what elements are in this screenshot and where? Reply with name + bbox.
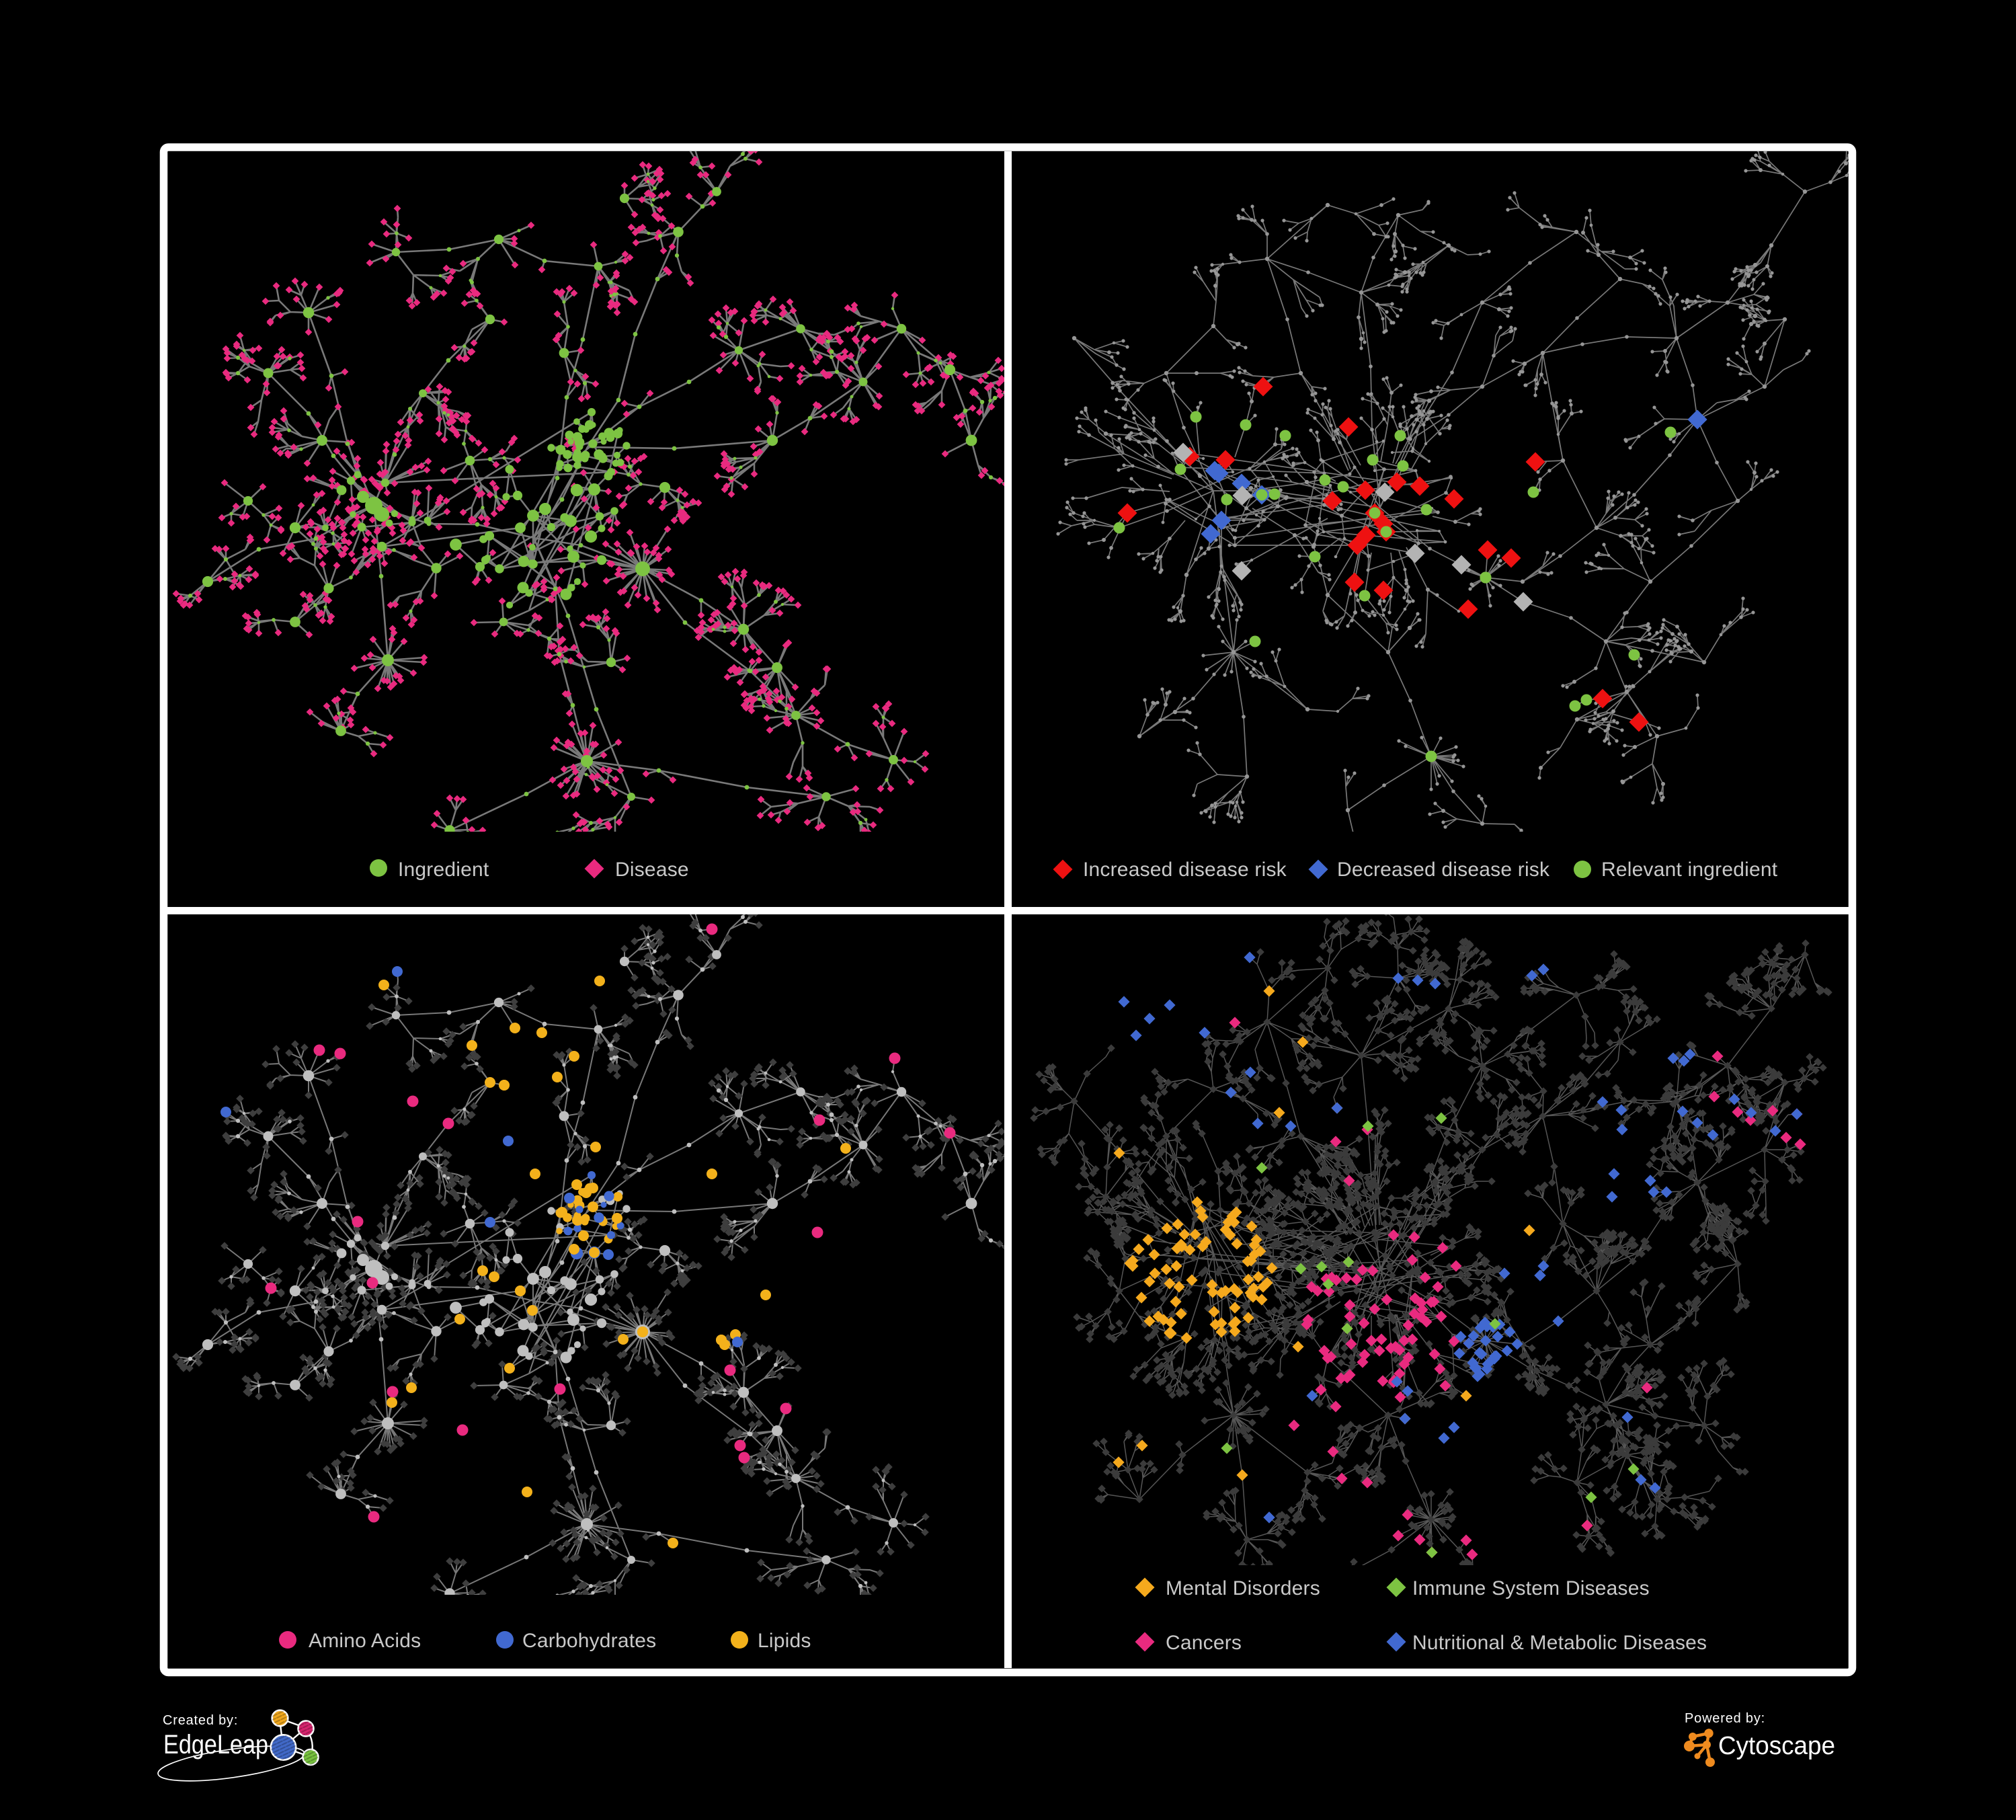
svg-text:Ingredient: Ingredient [398,859,489,881]
svg-text:Immune System Diseases: Immune System Diseases [1412,1577,1650,1599]
svg-text:Cytoscape: Cytoscape [1718,1732,1835,1760]
svg-text:Created by:: Created by: [163,1713,238,1728]
svg-text:Mental Disorders: Mental Disorders [1166,1577,1320,1599]
svg-text:Carbohydrates: Carbohydrates [522,1630,656,1652]
svg-text:EdgeLeap: EdgeLeap [163,1730,268,1759]
svg-text:Cancers: Cancers [1166,1632,1242,1654]
svg-text:Amino Acids: Amino Acids [309,1630,421,1652]
svg-text:Nutritional & Metabolic Diseas: Nutritional & Metabolic Diseases [1412,1632,1707,1654]
svg-text:Decreased disease risk: Decreased disease risk [1337,859,1550,881]
svg-text:Lipids: Lipids [758,1630,811,1652]
svg-text:Increased disease risk: Increased disease risk [1083,859,1287,881]
svg-text:Disease: Disease [615,859,689,881]
svg-text:Powered by:: Powered by: [1685,1711,1765,1726]
svg-text:Relevant ingredient: Relevant ingredient [1601,859,1778,881]
